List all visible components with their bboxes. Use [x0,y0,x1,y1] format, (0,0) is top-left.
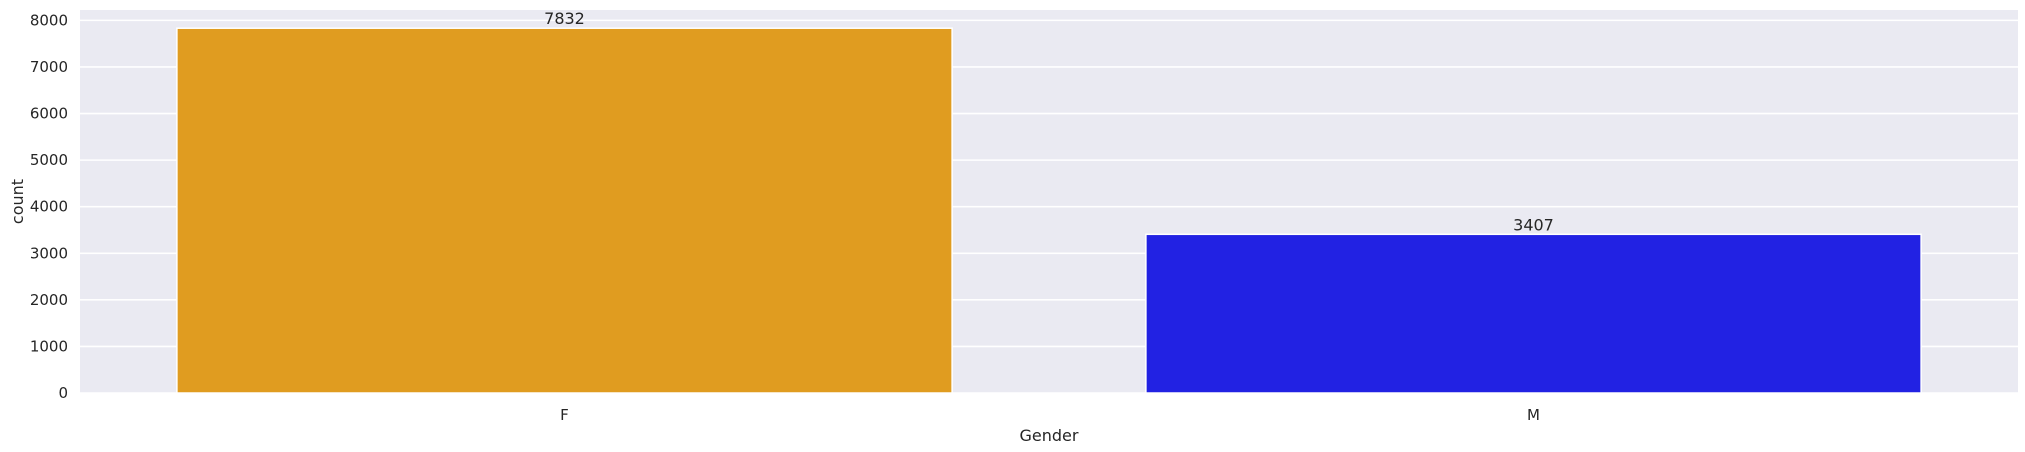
x-tick-label: M [1527,406,1540,424]
y-tick-label: 2000 [30,291,68,309]
x-axis-label: Gender [1020,426,1079,445]
bar-m [1145,233,1922,394]
bar-value-label: 7832 [544,9,585,28]
y-tick-label: 6000 [30,105,68,123]
y-axis-ticks: 0 1000 2000 3000 4000 5000 6000 7000 8000 [30,11,68,402]
bar-value-label: 3407 [1513,215,1554,234]
y-tick-label: 4000 [30,198,68,216]
y-tick-label: 0 [58,384,68,402]
y-tick-label: 8000 [30,11,68,29]
x-tick-label: F [560,406,569,424]
data-labels: 7832 3407 [544,9,1554,234]
y-tick-label: 1000 [30,337,68,355]
y-tick-label: 5000 [30,151,68,169]
bar-f [176,27,953,394]
bars [176,27,1922,394]
y-axis-label: count [8,179,27,224]
y-tick-label: 7000 [30,58,68,76]
y-tick-label: 3000 [30,244,68,262]
